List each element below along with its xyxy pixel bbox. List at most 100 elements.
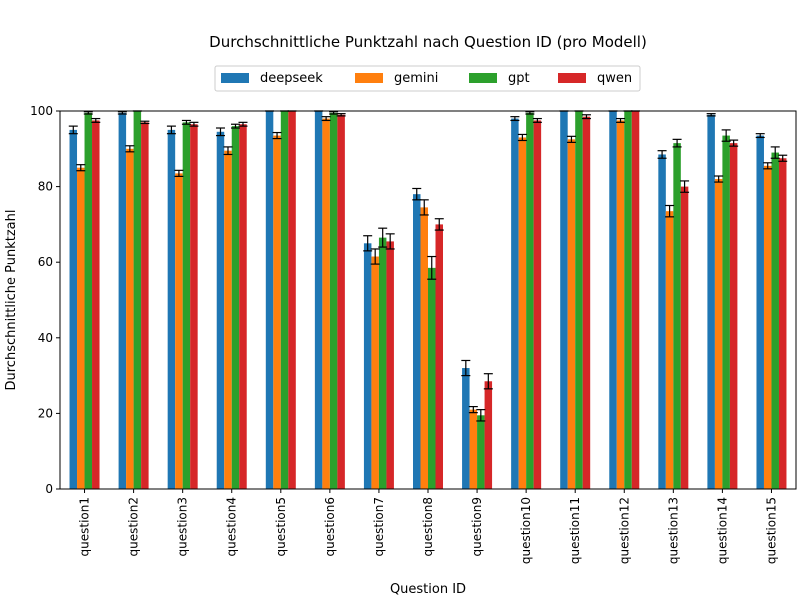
- bar-gemini-question9: [469, 409, 478, 489]
- x-axis: question1 question2 question3 question4 ques…: [78, 489, 778, 564]
- bar-gpt-question13: [673, 143, 681, 489]
- bar-deepseek-question2: [118, 112, 127, 489]
- error-bar-gpt-question3: [181, 119, 191, 125]
- bar-gpt-question11: [575, 111, 583, 489]
- bar-deepseek-question12: [609, 111, 617, 489]
- error-bar-gemini-question5: [272, 131, 282, 140]
- bar-gpt-question5: [280, 111, 289, 489]
- legend-frame: [214, 65, 641, 92]
- error-bar-qwen-question13: [680, 180, 690, 193]
- bar-deepseek-question9: [462, 368, 470, 489]
- x-tick-label: question10: [519, 497, 533, 564]
- bar-gpt-question9: [477, 415, 485, 489]
- bar-qwen-question1: [92, 120, 100, 489]
- error-bar-gemini-question1: [76, 164, 86, 172]
- legend-swatch: [469, 73, 497, 83]
- bar-deepseek-question8: [413, 194, 421, 489]
- y-tick-label: 0: [45, 482, 53, 496]
- error-bar-qwen-question1: [91, 117, 101, 123]
- x-tick-label: question8: [421, 497, 435, 556]
- bar-deepseek-question5: [265, 111, 274, 489]
- error-bar-gemini-question6: [321, 116, 331, 122]
- error-bar-deepseek-question4: [215, 127, 225, 137]
- bar-deepseek-question10: [511, 118, 519, 489]
- x-tick-label: question5: [274, 497, 288, 556]
- error-bar-deepseek-question9: [461, 359, 471, 377]
- error-bar-qwen-question6: [336, 113, 346, 117]
- x-tick-label: question11: [568, 497, 582, 564]
- bar-qwen-question3: [190, 124, 198, 489]
- bar-qwen-question13: [680, 186, 689, 489]
- bar-gpt-question15: [771, 152, 779, 489]
- bar-qwen-question11: [582, 116, 591, 490]
- legend-swatch: [355, 73, 383, 83]
- y-tick-label: 20: [38, 406, 53, 420]
- x-tick-label: question9: [470, 497, 484, 556]
- x-tick-label: question14: [715, 497, 729, 564]
- error-bar-qwen-question2: [140, 120, 150, 125]
- error-bar-deepseek-question7: [363, 235, 373, 252]
- error-bar-deepseek-question14: [706, 113, 716, 117]
- error-bar-gemini-question15: [763, 162, 773, 170]
- bar-deepseek-question3: [167, 129, 176, 489]
- error-bar-qwen-question10: [532, 117, 542, 123]
- bar-deepseek-question14: [707, 114, 715, 489]
- y-axis: 0 20 40 60 80 100: [30, 104, 60, 496]
- bar-qwen-question2: [141, 122, 149, 489]
- bar-gpt-question7: [378, 237, 387, 489]
- bar-gemini-question14: [714, 179, 723, 490]
- bar-gemini-question3: [175, 173, 183, 489]
- bar-gemini-question5: [273, 135, 281, 489]
- bar-gemini-question8: [420, 207, 428, 489]
- bar-gemini-question7: [371, 256, 379, 489]
- bar-qwen-question5: [288, 111, 296, 489]
- error-bars-group: [68, 110, 788, 422]
- bars-group: [69, 111, 787, 490]
- legend-label: qwen: [597, 71, 632, 86]
- legend-swatch: [558, 73, 586, 83]
- bar-deepseek-question7: [363, 243, 372, 489]
- y-tick-label: 80: [38, 180, 53, 194]
- x-tick-label: question15: [764, 497, 778, 564]
- bar-qwen-question6: [337, 114, 345, 489]
- chart-title: Durchschnittliche Punktzahl nach Questio…: [209, 33, 647, 51]
- error-bar-gemini-question14: [714, 175, 724, 183]
- y-tick-label: 60: [38, 255, 53, 269]
- error-bar-qwen-question8: [434, 218, 444, 231]
- error-bar-gemini-question10: [517, 133, 527, 142]
- error-bar-deepseek-question1: [68, 125, 78, 135]
- legend: deepseek gemini gpt qwen: [214, 65, 641, 92]
- bar-gpt-question1: [84, 112, 93, 489]
- bar-deepseek-question11: [560, 111, 568, 489]
- bar-gpt-question4: [231, 126, 240, 490]
- error-bar-gemini-question13: [665, 204, 675, 218]
- error-bar-deepseek-question2: [117, 111, 127, 115]
- legend-label: gpt: [508, 71, 530, 86]
- bar-gemini-question11: [567, 139, 576, 489]
- bar-deepseek-question13: [658, 154, 666, 489]
- error-bar-qwen-question9: [483, 373, 493, 390]
- error-bar-gemini-question8: [419, 199, 429, 216]
- bar-gemini-question15: [763, 165, 772, 489]
- bar-qwen-question14: [729, 143, 738, 489]
- legend-item-qwen: qwen: [558, 71, 632, 86]
- bar-gemini-question10: [518, 137, 527, 489]
- bar-gpt-question10: [526, 112, 534, 489]
- x-tick-label: question1: [78, 497, 92, 556]
- bar-gpt-question8: [428, 267, 436, 489]
- error-bar-deepseek-question15: [755, 133, 765, 139]
- bar-gpt-question2: [133, 111, 142, 489]
- bar-gemini-question1: [77, 167, 85, 489]
- legend-item-deepseek: deepseek: [221, 71, 323, 86]
- bar-deepseek-question15: [756, 135, 764, 489]
- error-bar-deepseek-question3: [166, 125, 176, 135]
- error-bar-qwen-question11: [581, 114, 591, 120]
- error-bar-gpt-question8: [427, 255, 437, 280]
- error-bar-gpt-question13: [672, 138, 682, 148]
- bar-deepseek-question6: [314, 111, 323, 489]
- legend-item-gemini: gemini: [355, 71, 438, 86]
- error-bar-gpt-question14: [721, 129, 731, 142]
- bar-qwen-question15: [778, 158, 787, 489]
- error-bar-gpt-question1: [83, 111, 93, 115]
